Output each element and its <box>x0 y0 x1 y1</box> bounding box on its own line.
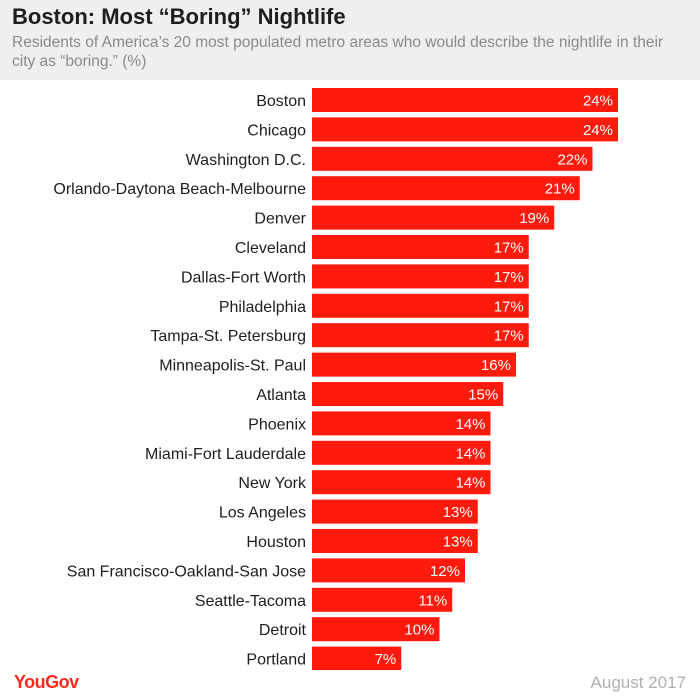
category-label: San Francisco-Oakland-San Jose <box>67 563 306 580</box>
bar-row: Los Angeles 13% <box>219 499 478 524</box>
value-label: 17% <box>494 298 524 315</box>
category-label: Detroit <box>259 622 307 639</box>
value-label: 21% <box>545 181 575 198</box>
bar-row: San Francisco-Oakland-San Jose 12% <box>67 558 465 583</box>
bar-row: Minneapolis-St. Paul 16% <box>159 352 516 377</box>
category-label: Houston <box>246 534 306 551</box>
bar <box>312 117 618 142</box>
bar-row: Philadelphia 17% <box>219 293 529 318</box>
value-label: 13% <box>443 534 473 551</box>
value-label: 7% <box>375 651 397 668</box>
bar-row: Detroit 10% <box>259 617 440 642</box>
category-label: Philadelphia <box>219 299 306 316</box>
bar <box>312 382 504 406</box>
category-label: Orlando-Daytona Beach-Melbourne <box>53 181 306 198</box>
bar <box>312 587 453 612</box>
bar <box>312 323 529 348</box>
bar-row: Chicago 24% <box>247 117 618 142</box>
bar <box>312 470 491 495</box>
category-label: Atlanta <box>256 387 306 404</box>
category-label: Denver <box>254 211 306 228</box>
bar-row: Orlando-Daytona Beach-Melbourne 21% <box>53 176 580 201</box>
bar <box>312 499 478 524</box>
category-label: Los Angeles <box>219 505 306 522</box>
bar <box>312 235 529 259</box>
category-label: Tampa-St. Petersburg <box>150 328 306 345</box>
category-label: Chicago <box>247 122 306 139</box>
bar <box>312 411 491 436</box>
bar <box>312 617 440 642</box>
bar-row: Houston 13% <box>246 529 478 553</box>
category-label: Miami-Fort Lauderdale <box>145 446 306 463</box>
bar-row: Tampa-St. Petersburg 17% <box>150 323 529 348</box>
category-label: Seattle-Tacoma <box>195 593 306 610</box>
bar <box>312 293 529 318</box>
value-label: 14% <box>455 416 485 433</box>
value-label: 17% <box>494 240 524 257</box>
bar-row: Cleveland 17% <box>235 235 529 259</box>
category-label: Minneapolis-St. Paul <box>159 358 306 375</box>
bar-row: Washington D.C. 22% <box>186 146 593 171</box>
category-label: Washington D.C. <box>186 152 306 169</box>
value-label: 15% <box>468 387 498 404</box>
publication-date: August 2017 <box>590 673 686 692</box>
value-label: 12% <box>430 563 460 580</box>
bar <box>312 146 593 171</box>
value-label: 16% <box>481 357 511 374</box>
header-band: Boston: Most “Boring” Nightlife Resident… <box>0 0 700 80</box>
chart-subtitle: Residents of America’s 20 most populated… <box>12 34 664 70</box>
bar-row: Atlanta 15% <box>256 382 504 406</box>
value-label: 24% <box>583 93 613 110</box>
yougov-logo: YouGov <box>14 672 79 692</box>
bar <box>312 264 529 289</box>
bar <box>312 352 516 377</box>
bar <box>312 440 491 465</box>
value-label: 14% <box>455 445 485 462</box>
bar <box>312 176 580 201</box>
bar-row: Phoenix 14% <box>248 411 491 436</box>
category-label: Dallas-Fort Worth <box>181 269 306 286</box>
bar-row: New York 14% <box>238 470 491 495</box>
bar <box>312 529 478 553</box>
category-label: Phoenix <box>248 416 306 433</box>
category-label: Portland <box>246 652 306 669</box>
value-label: 19% <box>519 210 549 227</box>
bar-row: Portland 7% <box>246 646 402 670</box>
value-label: 10% <box>404 622 434 639</box>
value-label: 14% <box>455 475 485 492</box>
value-label: 13% <box>443 504 473 521</box>
value-label: 17% <box>494 328 524 345</box>
value-label: 17% <box>494 269 524 286</box>
category-label: New York <box>238 475 307 492</box>
bar <box>312 558 465 583</box>
bar-row: Dallas-Fort Worth 17% <box>181 264 529 289</box>
chart-title: Boston: Most “Boring” Nightlife <box>12 4 346 29</box>
bar <box>312 205 555 230</box>
bar-chart: Boston 24% Chicago 24% Washington D.C. 22% Orl… <box>53 88 618 670</box>
bar-row: Miami-Fort Lauderdale 14% <box>145 440 491 465</box>
bar-row: Denver 19% <box>254 205 555 230</box>
value-label: 24% <box>583 122 613 139</box>
value-label: 11% <box>418 592 447 609</box>
category-label: Boston <box>256 93 306 110</box>
value-label: 22% <box>557 151 587 168</box>
category-label: Cleveland <box>235 240 306 257</box>
bar-row: Boston 24% <box>256 88 618 112</box>
bar <box>312 646 402 670</box>
bar-row: Seattle-Tacoma 11% <box>195 587 453 612</box>
bar <box>312 88 618 112</box>
